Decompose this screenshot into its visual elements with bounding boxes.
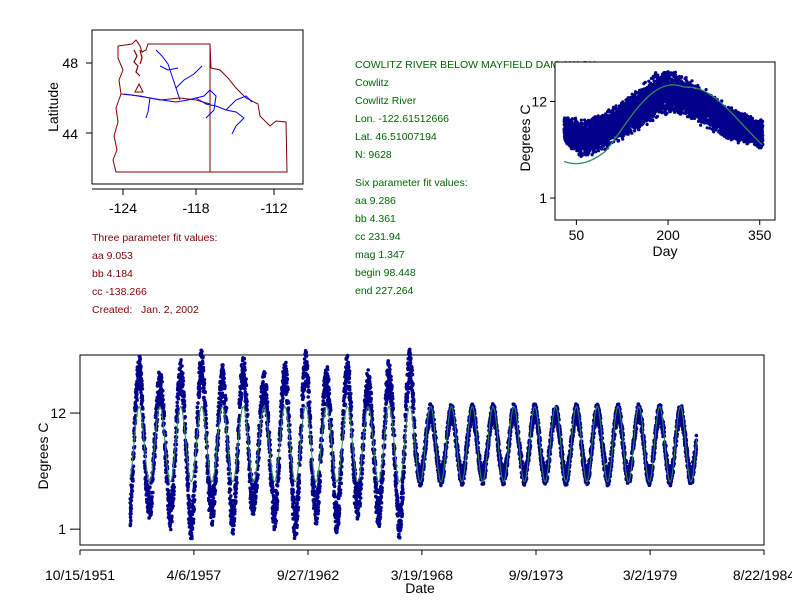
- day-data-point: [621, 134, 626, 138]
- day-data-point: [579, 118, 583, 122]
- day-chart-points: [562, 70, 765, 158]
- six-param-begin: begin 98.448: [355, 267, 416, 279]
- station-short-name: Cowlitz: [355, 77, 389, 89]
- map-y-axis-label: Latitude: [45, 82, 61, 132]
- day-data-point: [637, 128, 641, 132]
- day-data-point: [573, 116, 578, 120]
- three-param-cc: cc -138.266: [92, 286, 147, 298]
- day-data-point: [705, 126, 709, 130]
- six-param-mag: mag 1.347: [355, 249, 405, 261]
- three-param-heading: Three parameter fit values:: [92, 232, 217, 244]
- six-param-aa: aa 9.286: [355, 195, 396, 207]
- map-panel: 48 44 -124 -118 -112 Latitude: [45, 29, 304, 216]
- station-river: Cowlitz River: [355, 95, 417, 107]
- day-data-point: [575, 120, 579, 124]
- station-lat: Lat. 46.51007194: [355, 131, 437, 143]
- day-data-point: [607, 142, 611, 146]
- station-lon: Lon. -122.61512666: [355, 113, 449, 125]
- three-param-block: Three parameter fit values: aa 9.053 bb …: [92, 232, 217, 316]
- six-param-heading: Six parameter fit values:: [355, 177, 468, 189]
- day-data-point: [617, 138, 621, 143]
- day-data-point: [630, 131, 634, 135]
- day-data-point: [673, 70, 678, 74]
- day-data-point: [654, 71, 658, 75]
- map-frame: [91, 29, 304, 185]
- day-data-point: [621, 137, 625, 141]
- day-data-point: [596, 149, 601, 153]
- map-puget-detail: [133, 49, 143, 77]
- day-data-point: [579, 150, 583, 154]
- station-info-block: COWLITZ RIVER BELOW MAYFIELD DAM, WASH. …: [355, 59, 599, 297]
- day-data-point: [651, 118, 655, 123]
- day-data-point: [591, 150, 595, 155]
- map-y-tick-label: 44: [62, 126, 78, 142]
- day-data-point: [665, 111, 669, 115]
- map-x-tick-label: -112: [261, 200, 288, 216]
- day-data-point: [614, 104, 618, 108]
- day-data-point: [680, 75, 684, 79]
- day-data-point: [583, 118, 587, 122]
- day-data-point: [690, 79, 694, 83]
- day-data-point: [645, 122, 649, 127]
- day-data-point: [594, 150, 598, 154]
- station-marker-icon: [134, 82, 144, 93]
- day-data-point: [643, 80, 647, 84]
- day-data-point: [655, 114, 660, 118]
- day-data-point: [673, 110, 677, 114]
- created-date: Created: Jan. 2, 2002: [92, 304, 199, 316]
- map-state-outline: [112, 39, 288, 173]
- station-title: COWLITZ RIVER BELOW MAYFIELD DAM, WASH.: [355, 59, 599, 71]
- day-data-point: [746, 114, 750, 118]
- six-param-end: end 227.264: [355, 285, 414, 297]
- station-n: N: 9628: [355, 149, 392, 161]
- three-param-aa: aa 9.053: [92, 250, 133, 262]
- day-data-point: [699, 123, 703, 127]
- three-param-bb: bb 4.184: [92, 268, 133, 280]
- day-data-point: [684, 76, 688, 80]
- day-data-point: [566, 116, 570, 120]
- map-x-tick-label: -124: [109, 200, 137, 216]
- six-param-cc: cc 231.94: [355, 231, 401, 243]
- map-x-tick-label: -118: [183, 200, 210, 216]
- map-columbia-river: [123, 49, 253, 135]
- map-y-tick-label: 48: [62, 55, 78, 71]
- day-data-point: [704, 88, 708, 92]
- six-param-bb: bb 4.361: [355, 213, 396, 225]
- day-data-point: [587, 151, 591, 155]
